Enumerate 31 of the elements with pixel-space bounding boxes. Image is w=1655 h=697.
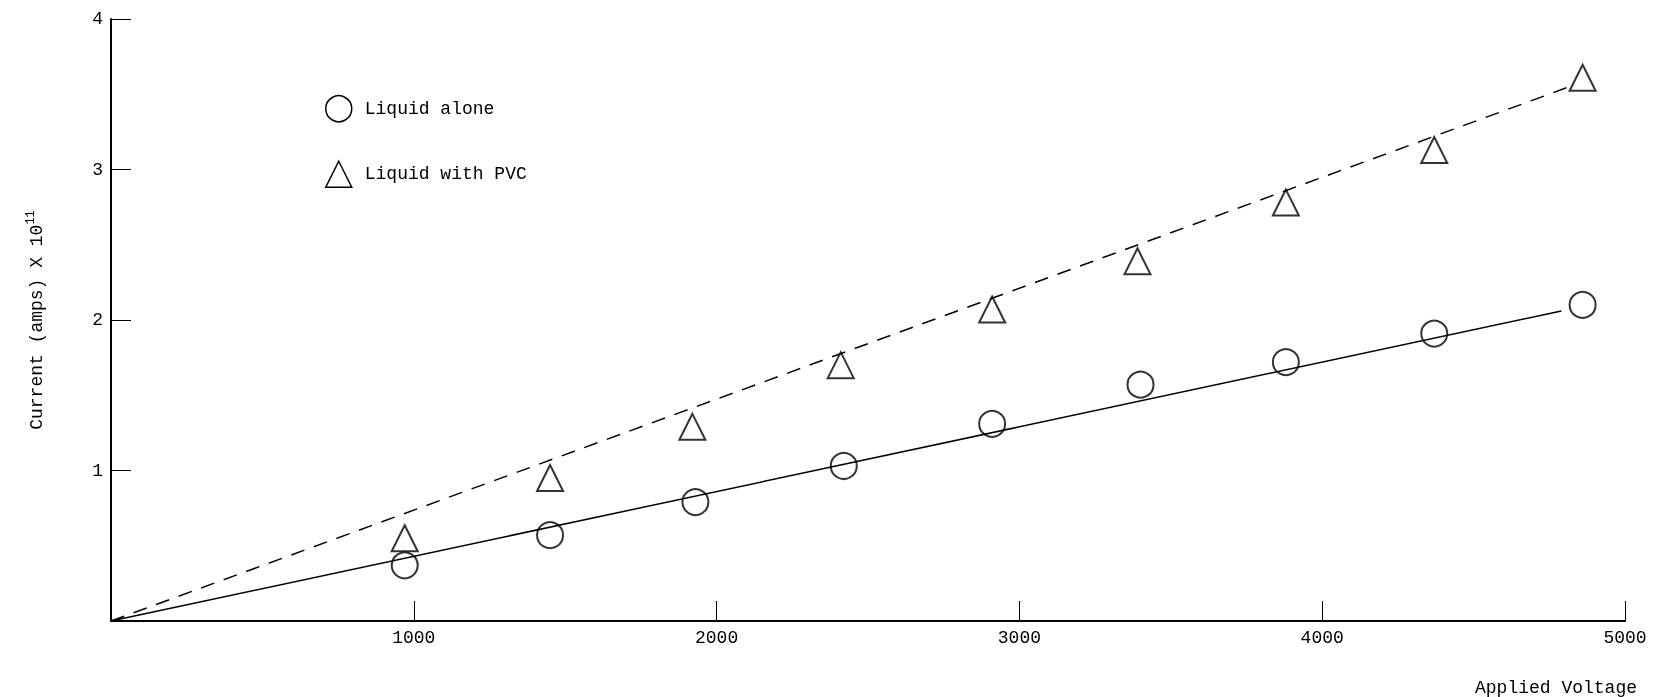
- point: [681, 488, 710, 517]
- y-axis-title: Current (amps) X 1011: [24, 210, 47, 430]
- point: [829, 451, 858, 480]
- x-axis-title: Applied Voltage: [1475, 678, 1638, 697]
- point: [678, 412, 707, 441]
- x-tick-label: 2000: [694, 628, 739, 648]
- point: [390, 551, 419, 580]
- point: [978, 295, 1007, 324]
- legend-label: Liquid with PVC: [364, 164, 527, 185]
- point: [536, 464, 565, 493]
- y-tick-label: 3: [92, 159, 103, 180]
- point: [536, 521, 565, 550]
- legend-label: Liquid alone: [364, 98, 495, 119]
- point: [1126, 370, 1155, 399]
- point: [1568, 63, 1597, 92]
- x-tick-label: 1000: [392, 628, 436, 648]
- point: [1420, 319, 1449, 348]
- point: [1271, 188, 1300, 217]
- point: [1271, 348, 1300, 377]
- point: [1123, 247, 1152, 276]
- x-tick-label: 5000: [1603, 628, 1647, 648]
- point: [978, 409, 1007, 438]
- y-tick-label: 1: [92, 460, 103, 481]
- point: [390, 524, 419, 553]
- point: [1568, 290, 1597, 319]
- y-tick-label: 4: [92, 9, 103, 29]
- x-tick-label: 3000: [997, 628, 1042, 648]
- point: [826, 351, 855, 380]
- y-tick-label: 2: [92, 310, 103, 330]
- point: [1420, 135, 1449, 164]
- x-tick-label: 4000: [1300, 628, 1344, 648]
